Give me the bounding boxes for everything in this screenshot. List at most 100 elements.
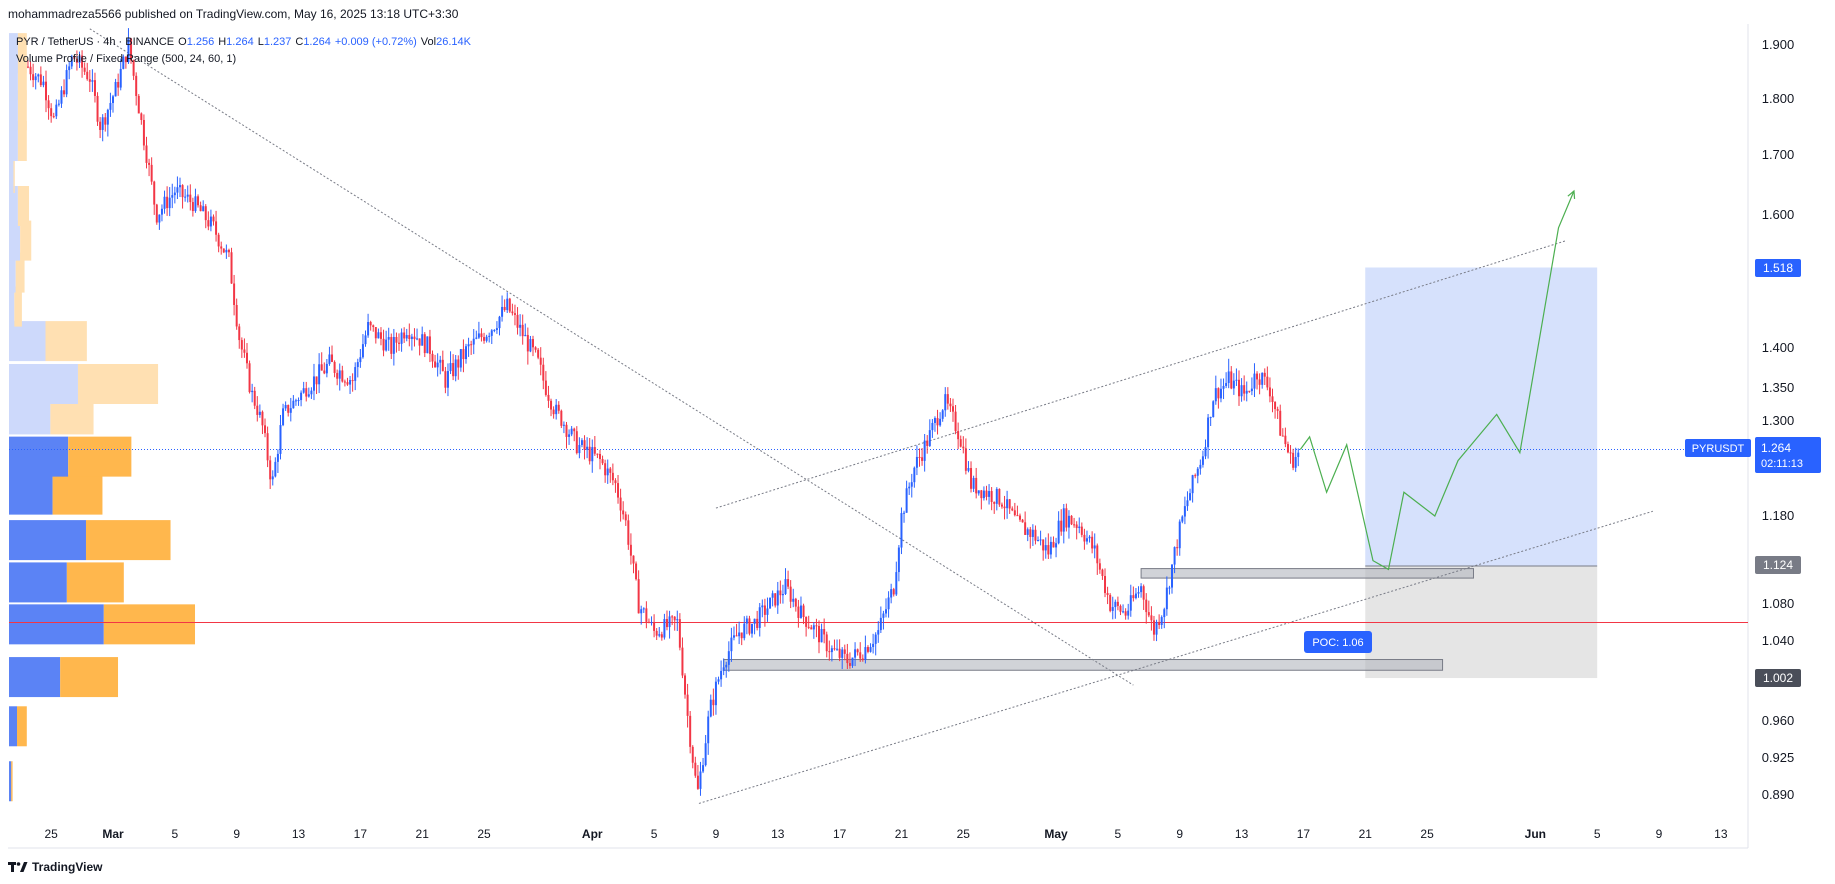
candle-body [251,390,254,393]
x-tick-label: 13 [292,827,306,841]
candle-body [1245,390,1248,394]
candle-body [531,339,534,348]
volume-profile-bar-up [9,436,69,477]
candle-body [851,657,854,666]
candle-body [1080,526,1083,535]
candle-body [544,380,547,395]
candle-body [1013,510,1016,516]
candle-body [227,249,230,253]
candle-body [318,364,321,385]
candle-body [645,608,648,622]
candle-body [1129,595,1132,611]
candle-body [312,376,315,391]
legend-open-value: 1.256 [186,36,215,48]
candle-body [1176,547,1179,549]
candle-body [93,80,96,96]
candle-body [1235,379,1238,381]
candle-body [336,372,339,379]
candle-body [671,616,674,618]
candle-body [815,625,818,627]
candle-body [751,623,754,634]
symbol-badge [1685,439,1751,457]
candle-body [361,344,364,358]
y-tick-label: 1.900 [1762,37,1795,52]
candle-body [194,196,197,212]
current-price-label: 1.264 [1761,441,1791,455]
legend-symbol[interactable]: PYR / TetherUS · 4h · BINANCE [16,36,175,48]
candle-body [292,400,295,409]
candle-body [235,305,238,327]
candle-body [1201,456,1204,465]
projection-arrowhead[interactable] [1567,189,1576,200]
candle-body [769,597,772,609]
candle-body [454,359,457,377]
candle-body [516,314,519,328]
volume-profile-bar-up [9,474,53,515]
candle-body [439,359,442,363]
candle-body [1263,372,1266,377]
target-zone[interactable] [1365,267,1598,566]
projection-line[interactable] [1299,190,1575,571]
candle-body [725,664,728,668]
descending-line[interactable] [89,28,1134,686]
candle-body [289,408,292,413]
candle-body [222,248,225,253]
candle-body [467,344,470,347]
candle-body [642,608,645,610]
candle-body [1093,545,1096,549]
candle-body [171,195,174,198]
legend-change: +0.009 (+0.72%) [334,36,417,48]
candle-body [1085,538,1088,542]
candle-body [475,337,478,339]
volume-profile-bar-up [9,33,18,74]
candle-body [995,488,998,504]
candle-body [1183,506,1186,517]
candle-body [799,605,802,618]
candle-body [766,608,769,615]
volume-profile-bar-up [9,364,78,404]
candle-body [655,630,658,636]
candle-body [256,405,259,415]
channel-upper[interactable] [715,240,1567,509]
candle-body [215,221,218,235]
chart-legend: PYR / TetherUS · 4h · BINANCE O1.256 H1.… [16,34,471,68]
candle-body [542,364,545,381]
candle-body [294,400,297,402]
legend-indicator[interactable]: Volume Profile / Fixed Range (500, 24, 6… [16,53,237,65]
x-tick-label: 21 [416,827,430,841]
volume-profile-bar-down [85,520,171,561]
candle-body [310,390,313,395]
candle-body [1150,615,1153,621]
candle-body [333,361,336,373]
candle-body [864,647,867,661]
price-chart[interactable]: 0.890 0.925 0.960 1.040 1.080 1.180 1.300 1.350… [0,24,1835,856]
candle-body [1163,609,1166,618]
candle-body [617,483,620,498]
candle-body [596,453,599,455]
candle-body [32,74,35,81]
candle-body [720,670,723,680]
zone-upper[interactable] [1140,568,1474,579]
candle-body [75,58,78,63]
candle-body [859,652,862,659]
candle-body [928,430,931,446]
projection-path[interactable] [1299,189,1576,571]
candle-body [1000,504,1003,507]
volume-profile-bar-up [9,286,15,327]
candle-body [738,632,741,637]
candle-body [611,472,614,481]
footer: TradingView [8,860,102,874]
candle-body [681,647,684,676]
volume-profile-bar-down [103,604,196,645]
candle-body [356,362,359,368]
candle-body [367,321,370,336]
volume-profile-bar-down [68,436,132,477]
x-tick-label: 9 [233,827,240,841]
candle-body [470,344,473,346]
candle-body [1227,371,1230,384]
position-tool[interactable] [723,267,1598,679]
candle-body [264,425,267,434]
candle-body [302,388,305,393]
candle-body [910,482,913,487]
candle-body [258,411,261,415]
